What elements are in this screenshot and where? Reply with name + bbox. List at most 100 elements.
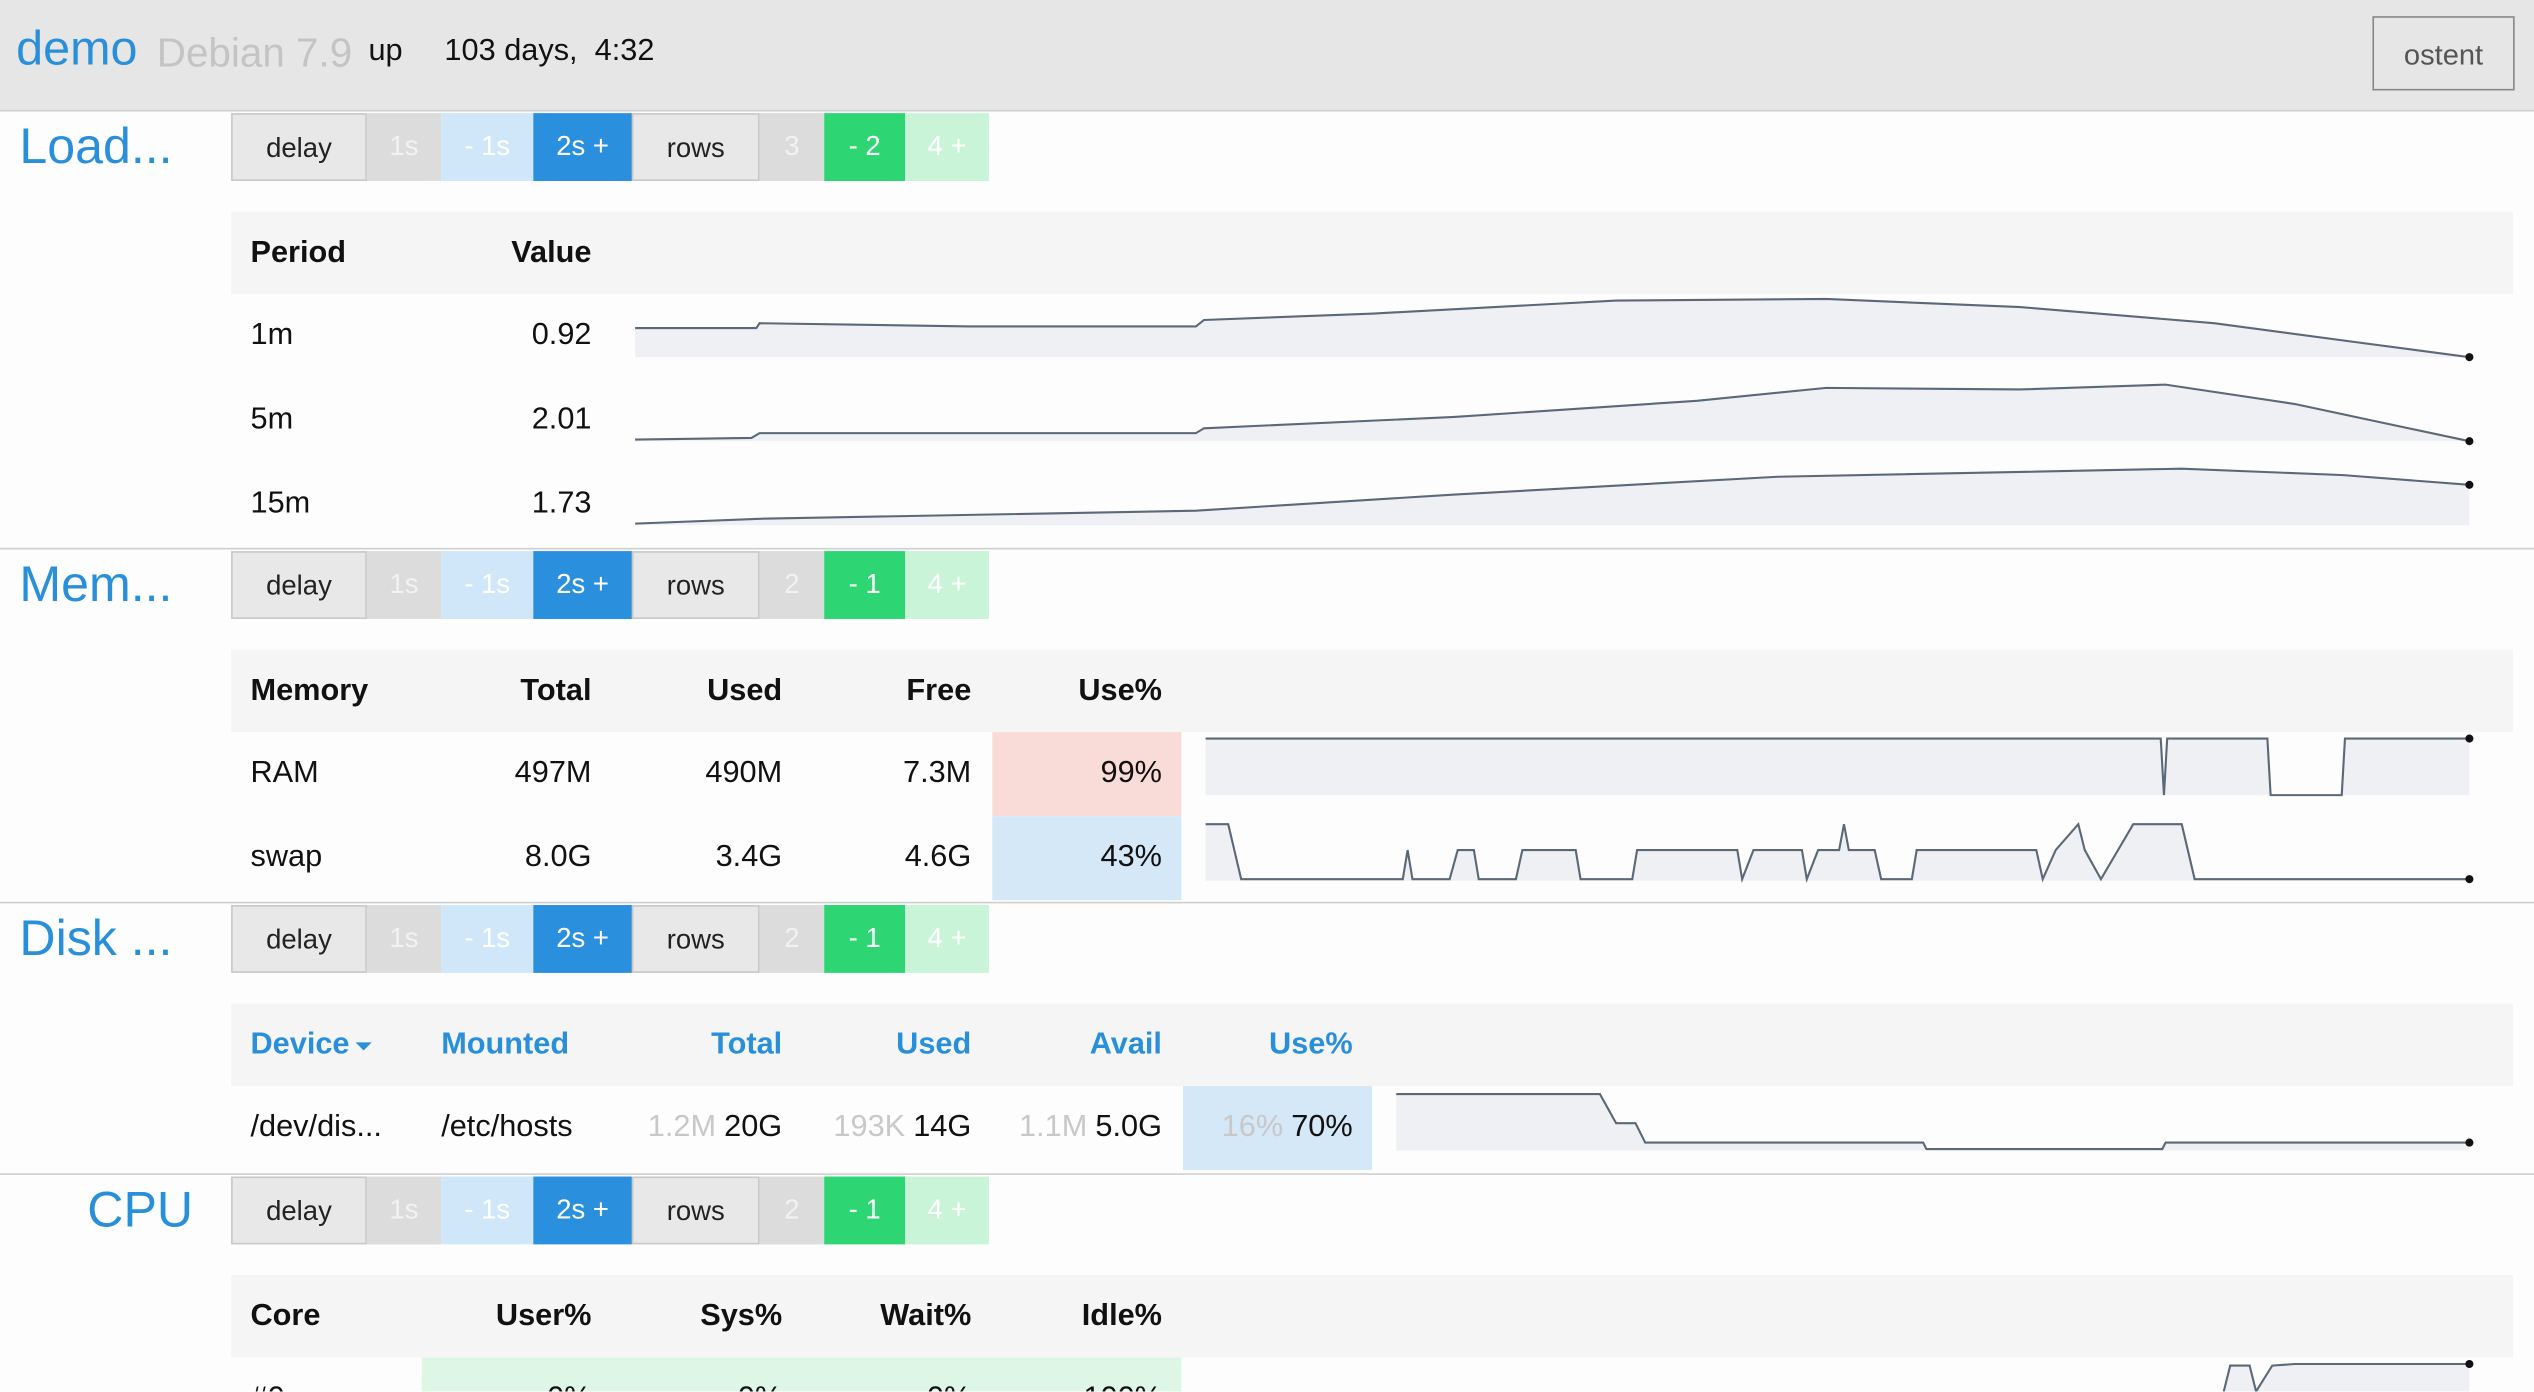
control-button[interactable]: - 1s bbox=[441, 113, 534, 182]
control-button[interactable]: 2 bbox=[759, 551, 825, 619]
previous-value: 193K bbox=[833, 1110, 906, 1145]
table-cell: 0% bbox=[547, 1358, 591, 1392]
table-header-bg bbox=[231, 649, 2514, 733]
table-cell: 1.1M 5.0G bbox=[1019, 1086, 1162, 1170]
table-cell: 99% bbox=[1100, 756, 1162, 791]
table-cell: /dev/dis... bbox=[250, 1110, 382, 1145]
section-title[interactable]: Mem... bbox=[19, 555, 173, 613]
control-button[interactable]: delay bbox=[231, 1176, 367, 1245]
control-button[interactable]: 4 + bbox=[905, 1176, 990, 1245]
table-cell: 1.73 bbox=[531, 486, 592, 521]
control-button[interactable]: 2s + bbox=[533, 1176, 632, 1245]
brand-button[interactable]: ostent bbox=[2372, 16, 2515, 91]
table-cell: 0.92 bbox=[531, 318, 592, 353]
table-cell: 7.3M bbox=[902, 756, 972, 791]
control-button[interactable]: 4 + bbox=[905, 905, 990, 973]
section-divider bbox=[0, 901, 2534, 904]
column-header[interactable]: Mounted bbox=[441, 1027, 570, 1062]
control-button[interactable]: 2 bbox=[759, 905, 825, 973]
control-button[interactable]: 1s bbox=[366, 1176, 442, 1245]
hostname[interactable]: demo bbox=[16, 22, 138, 76]
column-header: Free bbox=[906, 673, 972, 708]
column-header: Wait% bbox=[880, 1299, 972, 1334]
column-header: Total bbox=[520, 673, 592, 708]
uptime: 103 days, 4:32 bbox=[444, 33, 655, 68]
table-cell: 0% bbox=[927, 1358, 971, 1392]
table-cell: 43% bbox=[1100, 840, 1162, 875]
table-header-bg bbox=[231, 1003, 2514, 1087]
table-cell: 0% bbox=[738, 1358, 782, 1392]
table-cell: 5m bbox=[250, 402, 294, 437]
control-button[interactable]: 2s + bbox=[533, 551, 632, 619]
column-header: Core bbox=[250, 1299, 321, 1334]
table-cell: 1.2M 20G bbox=[648, 1086, 782, 1170]
os-version: Debian 7.9 bbox=[156, 30, 353, 76]
control-button[interactable]: delay bbox=[231, 905, 367, 973]
table-cell: /etc/hosts bbox=[441, 1110, 573, 1145]
previous-value: 1.1M bbox=[1019, 1110, 1088, 1145]
section-title[interactable]: CPU bbox=[87, 1181, 194, 1238]
table-cell: 2.01 bbox=[531, 402, 592, 437]
column-header: Sys% bbox=[700, 1299, 783, 1334]
control-button[interactable]: 2s + bbox=[533, 113, 632, 182]
table-header-bg bbox=[231, 1275, 2514, 1358]
value: 70% bbox=[1291, 1110, 1353, 1145]
table-header-bg bbox=[231, 211, 2514, 295]
top-bar bbox=[0, 0, 2534, 112]
control-button[interactable]: delay bbox=[231, 551, 367, 619]
table-cell: 8.0G bbox=[524, 840, 592, 875]
section-divider bbox=[0, 547, 2534, 550]
table-cell: RAM bbox=[250, 756, 319, 791]
table-cell: swap bbox=[250, 840, 323, 875]
control-button[interactable]: - 2 bbox=[824, 113, 906, 182]
control-button[interactable]: 3 bbox=[759, 113, 825, 182]
control-button[interactable]: 2s + bbox=[533, 905, 632, 973]
control-button[interactable]: delay bbox=[231, 113, 367, 182]
value: 20G bbox=[724, 1110, 783, 1145]
table-cell: 193K 14G bbox=[833, 1086, 971, 1170]
value: 14G bbox=[913, 1110, 972, 1145]
value: 5.0G bbox=[1095, 1110, 1162, 1145]
column-header: Use% bbox=[1078, 673, 1162, 708]
column-header[interactable]: Total bbox=[711, 1027, 783, 1062]
table-cell: 15m bbox=[250, 486, 311, 521]
control-button[interactable]: rows bbox=[631, 905, 760, 973]
control-button[interactable]: rows bbox=[631, 1176, 760, 1245]
control-button[interactable]: 1s bbox=[366, 905, 442, 973]
control-button[interactable]: - 1s bbox=[441, 905, 534, 973]
table-cell: 4.6G bbox=[904, 840, 972, 875]
control-button[interactable]: - 1 bbox=[824, 1176, 906, 1245]
table-cell: 497M bbox=[514, 756, 592, 791]
column-header: Used bbox=[707, 673, 783, 708]
column-header[interactable]: Avail bbox=[1089, 1027, 1162, 1062]
control-button[interactable]: - 1s bbox=[441, 1176, 534, 1245]
control-button[interactable]: 1s bbox=[366, 113, 442, 182]
usage-bg bbox=[992, 732, 1182, 817]
table-cell: 490M bbox=[705, 756, 783, 791]
table-cell: 3.4G bbox=[715, 840, 783, 875]
control-button[interactable]: 4 + bbox=[905, 551, 990, 619]
control-button[interactable]: rows bbox=[631, 113, 760, 182]
usage-bg bbox=[421, 1357, 1182, 1392]
up-label: up bbox=[368, 33, 403, 68]
column-header[interactable]: Device bbox=[250, 1004, 373, 1088]
column-header: Period bbox=[250, 235, 347, 270]
control-button[interactable]: rows bbox=[631, 551, 760, 619]
control-button[interactable]: 1s bbox=[366, 551, 442, 619]
control-button[interactable]: - 1 bbox=[824, 905, 906, 973]
usage-bg bbox=[992, 816, 1182, 901]
column-header: Idle% bbox=[1081, 1299, 1162, 1334]
control-button[interactable]: 2 bbox=[759, 1176, 825, 1245]
control-button[interactable]: - 1 bbox=[824, 551, 906, 619]
previous-value: 16% bbox=[1221, 1110, 1284, 1145]
table-cell: 100% bbox=[1083, 1358, 1162, 1392]
previous-value: 1.2M bbox=[647, 1110, 717, 1145]
control-button[interactable]: 4 + bbox=[905, 113, 990, 182]
section-title[interactable]: Disk ... bbox=[19, 909, 173, 967]
column-header[interactable]: Used bbox=[896, 1027, 972, 1062]
column-header: Memory bbox=[250, 673, 369, 708]
section-title[interactable]: Load... bbox=[19, 117, 173, 175]
control-button[interactable]: - 1s bbox=[441, 551, 534, 619]
column-header[interactable]: Use% bbox=[1269, 1027, 1353, 1062]
